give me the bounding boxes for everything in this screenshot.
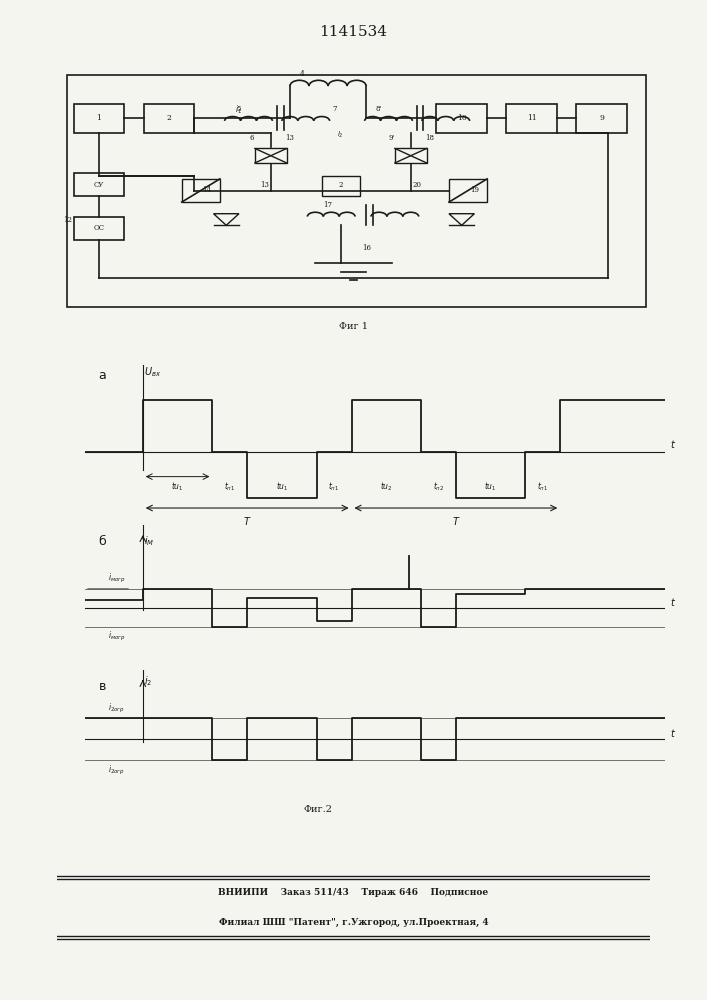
- Text: 18: 18: [426, 134, 434, 142]
- Text: 17: 17: [324, 201, 332, 209]
- Text: $t$: $t$: [670, 438, 677, 450]
- Text: Филиал ШШ "Патент", г.Ужгород, ул.Проектная, 4: Филиал ШШ "Патент", г.Ужгород, ул.Проект…: [218, 918, 489, 927]
- Text: $T$: $T$: [243, 515, 252, 527]
- Text: 9: 9: [600, 114, 604, 122]
- Text: 14: 14: [203, 186, 211, 194]
- Bar: [436, 104, 487, 132]
- Text: 13: 13: [286, 134, 294, 142]
- Text: 13: 13: [260, 181, 269, 189]
- Text: $i_2$: $i_2$: [144, 675, 152, 688]
- Text: $tu_1$: $tu_1$: [484, 481, 497, 493]
- Text: $i_{могр}$: $i_{могр}$: [108, 572, 125, 585]
- Text: 2: 2: [339, 181, 343, 189]
- Text: 2: 2: [167, 114, 171, 122]
- Text: 16: 16: [362, 244, 370, 252]
- Text: Фиг.2: Фиг.2: [303, 805, 333, 814]
- Text: ОС: ОС: [93, 224, 105, 232]
- Bar: [506, 104, 557, 132]
- Text: $i_1$: $i_1$: [235, 103, 243, 116]
- Bar: [74, 173, 124, 196]
- Text: $i_M$: $i_M$: [144, 535, 154, 548]
- Bar: [182, 179, 220, 202]
- Text: $tu_1$: $tu_1$: [276, 481, 288, 493]
- Bar: [322, 176, 360, 196]
- Text: 10: 10: [457, 114, 467, 122]
- Text: СУ: СУ: [94, 181, 104, 189]
- Text: 9': 9': [388, 134, 395, 142]
- Text: 1141534: 1141534: [320, 25, 387, 39]
- Text: $l_2$: $l_2$: [337, 130, 344, 140]
- Text: в: в: [98, 680, 106, 693]
- Text: 4: 4: [300, 70, 305, 79]
- Text: 1: 1: [97, 114, 101, 122]
- Bar: [74, 104, 124, 132]
- Bar: [395, 148, 427, 163]
- Text: ВНИИПИ    Заказ 511/43    Тираж 646    Подписное: ВНИИПИ Заказ 511/43 Тираж 646 Подписное: [218, 888, 489, 897]
- Text: $T$: $T$: [452, 515, 460, 527]
- Text: $t$: $t$: [670, 727, 677, 739]
- Text: б: б: [98, 535, 106, 548]
- Text: 11: 11: [527, 114, 537, 122]
- Text: 20: 20: [413, 181, 421, 189]
- Text: $i_{могр}$: $i_{могр}$: [108, 630, 125, 643]
- Text: $tu_2$: $tu_2$: [380, 481, 392, 493]
- Bar: [255, 148, 287, 163]
- Text: Фиг 1: Фиг 1: [339, 322, 368, 331]
- Text: 12: 12: [63, 216, 71, 224]
- Text: $t_{п1}$: $t_{п1}$: [224, 481, 235, 493]
- Text: 8': 8': [375, 105, 382, 113]
- Text: 19: 19: [470, 186, 479, 194]
- Bar: [144, 104, 194, 132]
- Bar: [576, 104, 627, 132]
- Text: 6: 6: [250, 134, 254, 142]
- Text: $i_{2огр}$: $i_{2огр}$: [108, 763, 125, 777]
- Text: $tu_1$: $tu_1$: [171, 481, 184, 493]
- Text: а: а: [98, 369, 106, 382]
- Bar: [74, 217, 124, 240]
- Text: 7: 7: [332, 105, 337, 113]
- Bar: [67, 75, 646, 306]
- Text: $t_{п1}$: $t_{п1}$: [537, 481, 549, 493]
- Text: $U_{вх}$: $U_{вх}$: [144, 365, 161, 379]
- Text: $t_{п2}$: $t_{п2}$: [433, 481, 444, 493]
- Text: $i_{2огр}$: $i_{2огр}$: [108, 702, 125, 715]
- Text: 5: 5: [237, 105, 241, 113]
- Text: $t_{п1}$: $t_{п1}$: [329, 481, 340, 493]
- Bar: [449, 179, 487, 202]
- Text: $t$: $t$: [670, 596, 677, 608]
